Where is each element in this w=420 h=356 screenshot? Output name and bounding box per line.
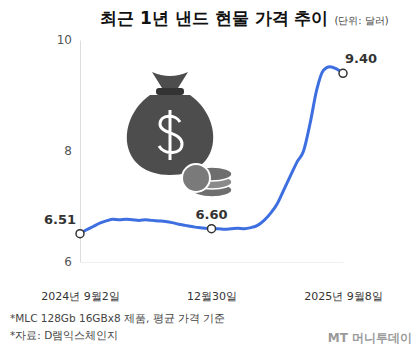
x-tick-label: 12월30일 bbox=[187, 290, 237, 303]
bag-body bbox=[127, 95, 213, 175]
annotation-point bbox=[208, 225, 216, 233]
subtitle: (단위: 달러) bbox=[334, 15, 388, 26]
annotations: 6.51 6.60 9.40 bbox=[44, 51, 377, 226]
y-tick: 8 bbox=[64, 144, 80, 158]
y-tick-label: 8 bbox=[64, 144, 72, 158]
annotation-label: 6.51 bbox=[44, 212, 76, 227]
y-tick-label: 10 bbox=[57, 33, 72, 47]
plot-area bbox=[76, 67, 347, 238]
annotation-point bbox=[339, 69, 347, 77]
x-axis-line bbox=[81, 262, 344, 263]
bag-top bbox=[152, 72, 188, 88]
title: 최근 1년 낸드 현물 가격 추이 bbox=[100, 8, 328, 28]
coin-front bbox=[182, 164, 210, 192]
credit: MT 머니투데이 bbox=[328, 331, 412, 345]
note: *자료: D램익스체인지 bbox=[10, 329, 118, 341]
x-axis: 2024년 9월2일 12월30일 2025년 9월8일 bbox=[41, 262, 383, 303]
annotation-label: 9.40 bbox=[345, 51, 377, 66]
x-tick-label: 2024년 9월2일 bbox=[41, 290, 120, 303]
y-tick: 10 bbox=[57, 33, 80, 47]
bag-symbol bbox=[159, 110, 182, 160]
annotation-label: 6.60 bbox=[195, 207, 227, 222]
y-tick: 6 bbox=[64, 255, 80, 269]
note: *MLC 128Gb 16GBx8 제품, 평균 가격 기준 bbox=[10, 312, 225, 324]
x-tick: 2024년 9월2일 bbox=[41, 262, 120, 303]
annotation-point bbox=[76, 230, 84, 238]
x-tick: 12월30일 bbox=[187, 262, 237, 303]
x-tick-label: 2025년 9월8일 bbox=[304, 290, 383, 303]
chart: 최근 1년 낸드 현물 가격 추이 (단위: 달러) 6 8 10 2024년 9월2일 1… bbox=[0, 0, 420, 356]
x-tick: 2025년 9월8일 bbox=[304, 262, 383, 303]
money-bag-icon bbox=[127, 72, 232, 197]
bag-tie bbox=[156, 88, 184, 95]
y-tick-label: 6 bbox=[64, 255, 72, 269]
price-line bbox=[80, 67, 343, 234]
